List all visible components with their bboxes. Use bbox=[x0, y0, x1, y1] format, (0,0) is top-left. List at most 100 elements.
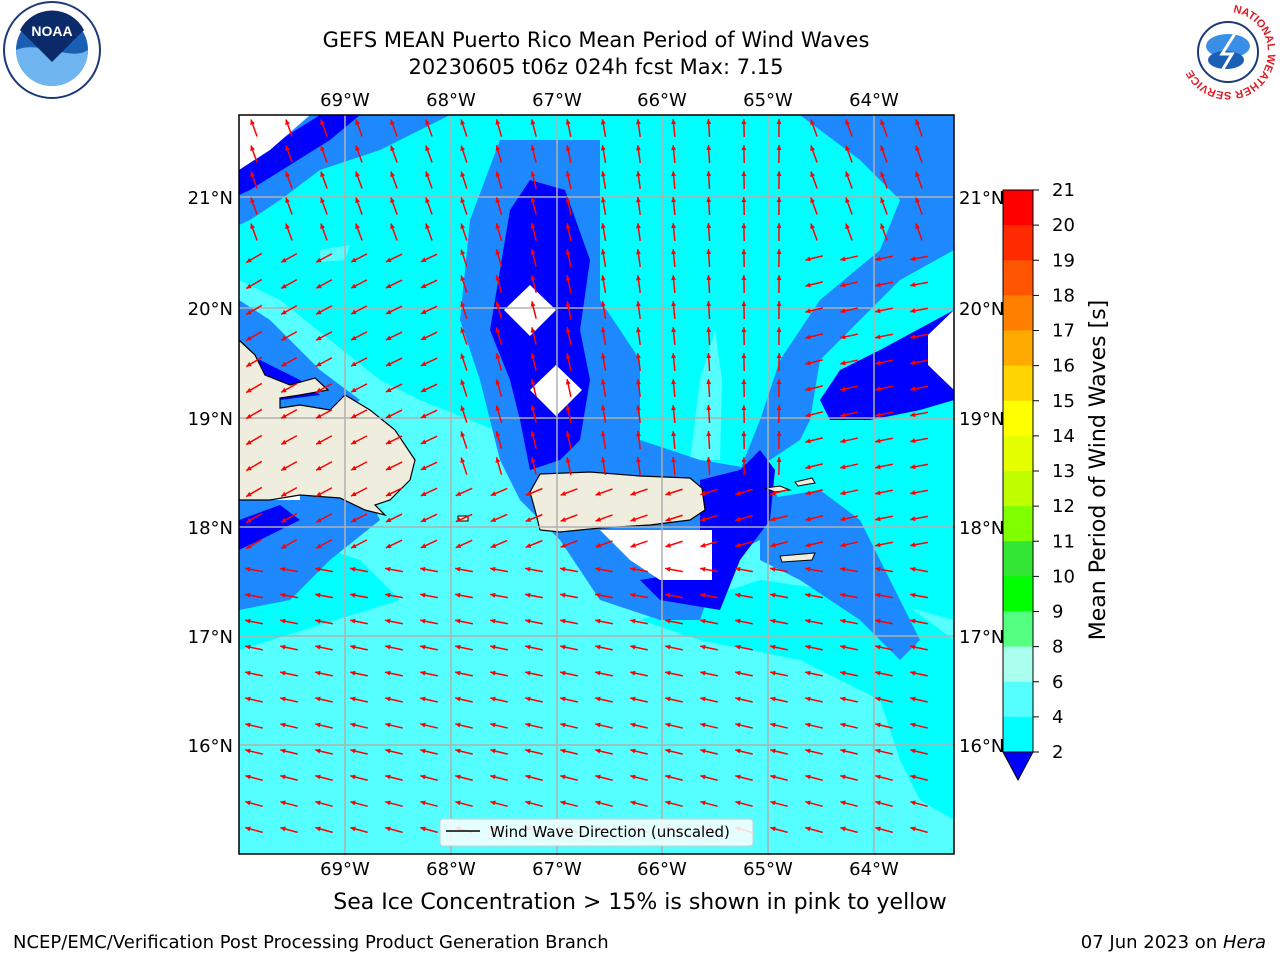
footer-branch: NCEP/EMC/Verification Post Processing Pr… bbox=[13, 932, 609, 953]
wave-arrow-head bbox=[495, 353, 501, 359]
wave-arrow-head bbox=[560, 566, 566, 572]
wave-arrow-head bbox=[875, 386, 881, 392]
wave-arrow-head bbox=[455, 670, 461, 676]
wave-arrow-head bbox=[280, 696, 286, 702]
wave-arrow-head bbox=[525, 722, 531, 728]
wave-arrow-head bbox=[390, 223, 395, 230]
wave-arrow-head bbox=[530, 171, 536, 177]
wave-arrow-head bbox=[350, 800, 356, 806]
wave-arrow-head bbox=[735, 748, 741, 754]
wave-arrow-head bbox=[910, 670, 916, 676]
wave-arrow-head bbox=[281, 413, 287, 419]
colorbar-tick-label: 6 bbox=[1052, 672, 1063, 693]
wave-arrow-head bbox=[840, 412, 846, 418]
wave-arrow-head bbox=[565, 249, 571, 255]
wave-arrow-head bbox=[665, 542, 671, 548]
wave-arrow-head bbox=[671, 223, 677, 229]
wave-arrow-head bbox=[910, 438, 916, 444]
wave-arrow-head bbox=[355, 197, 360, 204]
wave-arrow-head bbox=[700, 722, 706, 728]
wave-arrow-head bbox=[560, 670, 566, 676]
wave-arrow-head bbox=[776, 145, 782, 151]
wave-arrow-head bbox=[915, 171, 920, 178]
wave-arrow-head bbox=[700, 516, 706, 522]
wave-arrow-head bbox=[565, 171, 571, 177]
wave-arrow-head bbox=[910, 618, 916, 624]
wave-arrow-head bbox=[495, 249, 501, 255]
wave-arrow-head bbox=[460, 249, 466, 255]
colorbar-tick-label: 14 bbox=[1052, 426, 1075, 447]
wave-arrow-head bbox=[665, 800, 671, 806]
wave-arrow-head bbox=[706, 431, 712, 437]
wave-arrow-head bbox=[530, 145, 536, 151]
wave-arrow-head bbox=[316, 465, 322, 471]
undefined-diamond-2 bbox=[530, 365, 582, 416]
wave-arrow-head bbox=[875, 542, 881, 548]
lat-tick-left: 19°N bbox=[188, 409, 233, 430]
wave-arrow-head bbox=[741, 353, 747, 359]
lat-tick-left: 21°N bbox=[188, 188, 233, 209]
wave-arrow-head bbox=[735, 774, 741, 780]
wave-arrow-head bbox=[635, 379, 641, 385]
lon-tick-top: 69°W bbox=[320, 90, 370, 111]
wave-arrow-head bbox=[420, 387, 427, 392]
wave-arrow-head bbox=[635, 353, 641, 359]
wave-arrow-head bbox=[706, 353, 712, 359]
wave-arrow-head bbox=[560, 800, 566, 806]
wave-arrow-head bbox=[350, 465, 357, 471]
colorbar-tick-label: 4 bbox=[1052, 707, 1063, 728]
wave-arrow-head bbox=[246, 283, 252, 289]
wave-arrow-head bbox=[420, 543, 427, 548]
wave-arrow-head bbox=[665, 490, 671, 496]
wave-arrow-head bbox=[560, 618, 566, 624]
wave-arrow-head bbox=[770, 722, 776, 728]
wave-arrow-head bbox=[845, 145, 850, 152]
undefined-area-east bbox=[928, 310, 954, 390]
wave-arrow-head bbox=[385, 309, 392, 315]
wave-arrow-head bbox=[245, 644, 251, 650]
wave-arrow-head bbox=[671, 431, 677, 437]
colorbar-segment bbox=[1003, 295, 1033, 331]
colorbar-segment bbox=[1003, 611, 1033, 648]
wave-arrow-head bbox=[671, 145, 677, 151]
wave-arrow-head bbox=[530, 275, 536, 281]
wave-arrow-head bbox=[245, 618, 251, 624]
wave-arrow-head bbox=[910, 308, 916, 314]
wave-arrow-head bbox=[560, 696, 566, 702]
wave-arrow-head bbox=[706, 457, 712, 463]
wave-arrow-head bbox=[875, 644, 881, 650]
wave-arrow-head bbox=[420, 800, 426, 806]
lat-tick-right: 16°N bbox=[959, 736, 1004, 757]
lat-tick-left: 16°N bbox=[188, 736, 233, 757]
wave-arrow-head bbox=[805, 826, 811, 832]
wave-arrow-head bbox=[840, 516, 846, 522]
wave-arrow-head bbox=[875, 774, 881, 780]
wave-arrow-head bbox=[875, 256, 881, 262]
wave-arrow-head bbox=[530, 353, 536, 359]
wave-arrow-head bbox=[315, 566, 321, 572]
wave-arrow-head bbox=[741, 379, 747, 385]
wave-arrow-head bbox=[776, 327, 782, 333]
wave-arrow-head bbox=[495, 405, 501, 411]
wave-arrow-head bbox=[741, 197, 747, 203]
wave-arrow-head bbox=[565, 119, 571, 125]
wave-arrow-head bbox=[420, 826, 426, 832]
wave-arrow-head bbox=[776, 379, 782, 385]
wave-arrow-head bbox=[630, 670, 636, 676]
wave-arrow-head bbox=[671, 119, 677, 125]
wave-arrow-head bbox=[875, 748, 881, 754]
wave-arrow-head bbox=[630, 696, 636, 702]
wave-arrow-head bbox=[700, 592, 706, 598]
wave-arrow-head bbox=[525, 696, 531, 702]
wave-arrow-head bbox=[420, 618, 426, 624]
wave-arrow-head bbox=[420, 566, 426, 572]
footer-date: 07 Jun 2023 on Hera bbox=[1081, 932, 1266, 953]
wave-arrow-head bbox=[350, 517, 357, 523]
wave-arrow-head bbox=[915, 145, 920, 152]
lat-tick-right: 18°N bbox=[959, 518, 1004, 539]
wave-arrow-head bbox=[350, 696, 356, 702]
lon-tick-top: 64°W bbox=[849, 90, 899, 111]
wave-arrow-head bbox=[390, 197, 395, 204]
wave-arrow-head bbox=[320, 171, 325, 178]
wave-arrow-head bbox=[595, 644, 601, 650]
